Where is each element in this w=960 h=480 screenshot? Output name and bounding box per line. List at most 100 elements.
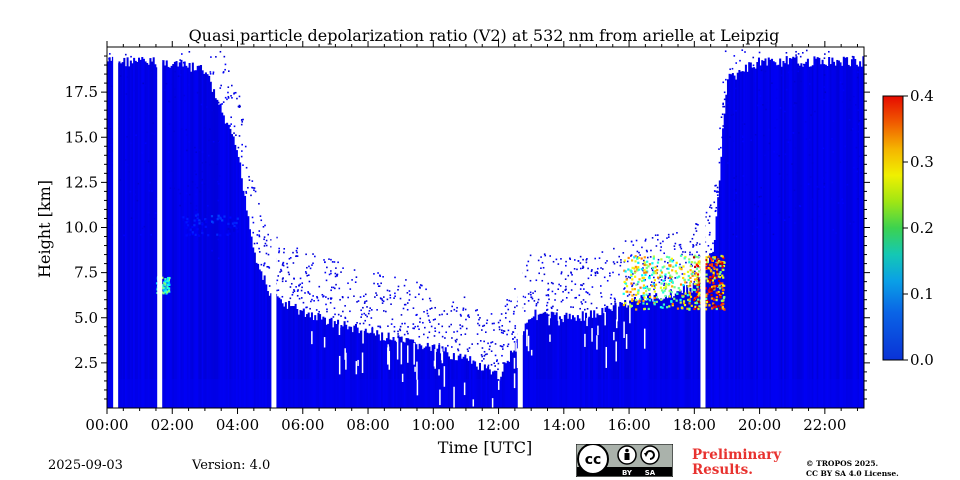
heatmap-speckle-dot [846, 183, 849, 186]
heatmap-speckle-dot [546, 304, 548, 307]
heatmap-speckle-dot [587, 277, 590, 280]
colorbar-tick-label: 0.3 [910, 153, 934, 171]
heatmap-feature-dot [193, 224, 196, 227]
heatmap-feature-dot [624, 302, 627, 305]
heatmap-dropout [311, 331, 313, 345]
heatmap-column [619, 302, 622, 408]
heatmap-column [403, 342, 406, 408]
heatmap-speckle-dot [266, 265, 269, 268]
heatmap-column [418, 343, 421, 408]
heatmap-speckle-dot [560, 258, 562, 260]
heatmap-column [376, 330, 379, 408]
heatmap-feature-dot [637, 256, 641, 259]
heatmap-feature-dot [708, 267, 711, 270]
heatmap-speckle-dot [441, 325, 444, 328]
heatmap-column [381, 332, 384, 408]
heatmap-speckle-dot [742, 175, 745, 177]
heatmap-speckle-dot [554, 299, 556, 301]
heatmap-feature-dot [679, 283, 683, 286]
heatmap-feature-dot [693, 261, 696, 264]
heatmap-speckle-dot [713, 201, 716, 204]
heatmap-speckle-dot [609, 297, 612, 299]
heatmap-column [705, 263, 708, 408]
heatmap-speckle-dot [846, 62, 848, 65]
heatmap-speckle-dot [579, 267, 582, 270]
heatmap-feature-dot [712, 266, 715, 269]
heatmap-column [625, 307, 628, 408]
heatmap-speckle-dot [262, 225, 265, 228]
heatmap-column [695, 283, 698, 408]
heatmap-column [544, 311, 547, 408]
heatmap-speckle-dot [650, 249, 652, 252]
heatmap-speckle-dot [476, 333, 479, 335]
heatmap-feature-dot [691, 273, 694, 276]
heatmap-column [676, 291, 679, 408]
heatmap-speckle-dot [216, 163, 218, 166]
heatmap-column [170, 65, 173, 408]
heatmap-feature-dot [719, 264, 722, 268]
heatmap-column [568, 313, 571, 408]
heatmap-speckle-dot [312, 253, 314, 255]
heatmap-speckle-dot [153, 133, 156, 136]
heatmap-speckle-dot [483, 358, 485, 360]
heatmap-column [302, 308, 305, 408]
heatmap-feature-dot [713, 257, 716, 260]
heatmap-speckle-dot [800, 80, 802, 83]
heatmap-speckle-dot [490, 313, 493, 315]
heatmap-feature-dot [622, 292, 625, 295]
heatmap-dropout [513, 373, 516, 389]
heatmap-column [593, 310, 596, 408]
heatmap-surface-band [107, 379, 864, 408]
heatmap-feature-dot [219, 234, 222, 237]
heatmap-speckle-dot [458, 343, 461, 346]
heatmap-column [168, 67, 172, 408]
heatmap-column [151, 61, 154, 408]
heatmap-feature-dot [623, 259, 626, 262]
cc-license-badge[interactable]: cc BY SA [576, 444, 673, 477]
heatmap-column [244, 195, 247, 408]
heatmap-column [425, 346, 428, 408]
heatmap-speckle-dot [678, 244, 681, 246]
heatmap-speckle-dot [156, 197, 158, 200]
heatmap-feature-dot [688, 299, 691, 303]
heatmap-speckle-dot [428, 297, 431, 300]
colorbar-tick-label: 0.0 [910, 351, 934, 369]
heatmap-column [319, 314, 322, 408]
heatmap-speckle-dot [394, 276, 396, 279]
heatmap-speckle-dot [714, 190, 716, 193]
heatmap-dropout [548, 315, 550, 326]
heatmap-speckle-dot [636, 283, 639, 286]
heatmap-feature-dot [711, 285, 714, 289]
heatmap-speckle-dot [426, 309, 428, 312]
heatmap-speckle-dot [380, 282, 382, 285]
heatmap-speckle-dot [199, 190, 201, 193]
heatmap-feature-dot [164, 288, 167, 291]
heatmap-speckle-dot [359, 322, 361, 325]
heatmap-speckle-dot [171, 170, 174, 172]
heatmap-column [245, 210, 248, 408]
heatmap-speckle-dot [818, 215, 821, 218]
heatmap-speckle-dot [579, 255, 582, 258]
heatmap-feature-dot [675, 272, 678, 275]
heatmap-speckle-dot [409, 293, 411, 296]
heatmap-speckle-dot [490, 341, 492, 344]
heatmap-speckle-dot [208, 188, 210, 191]
heatmap-speckle-dot [276, 289, 278, 292]
heatmap-speckle-dot [722, 125, 725, 127]
heatmap-feature-dot [670, 275, 674, 279]
heatmap-column [239, 162, 242, 408]
heatmap-feature-dot [687, 298, 690, 302]
heatmap-feature-dot [661, 266, 664, 269]
heatmap-speckle-dot [738, 84, 740, 86]
heatmap-feature-dot [722, 302, 725, 305]
heatmap-feature-dot [164, 282, 167, 285]
heatmap-column [226, 122, 229, 408]
heatmap-feature-dot [716, 259, 719, 262]
heatmap-feature-dot [630, 269, 633, 272]
heatmap-feature-dot [631, 299, 634, 302]
heatmap-speckle-dot [501, 345, 503, 348]
heatmap-speckle-dot [809, 138, 811, 141]
heatmap-speckle-dot [295, 286, 297, 288]
heatmap-speckle-dot [691, 237, 694, 240]
heatmap-column [650, 298, 653, 408]
